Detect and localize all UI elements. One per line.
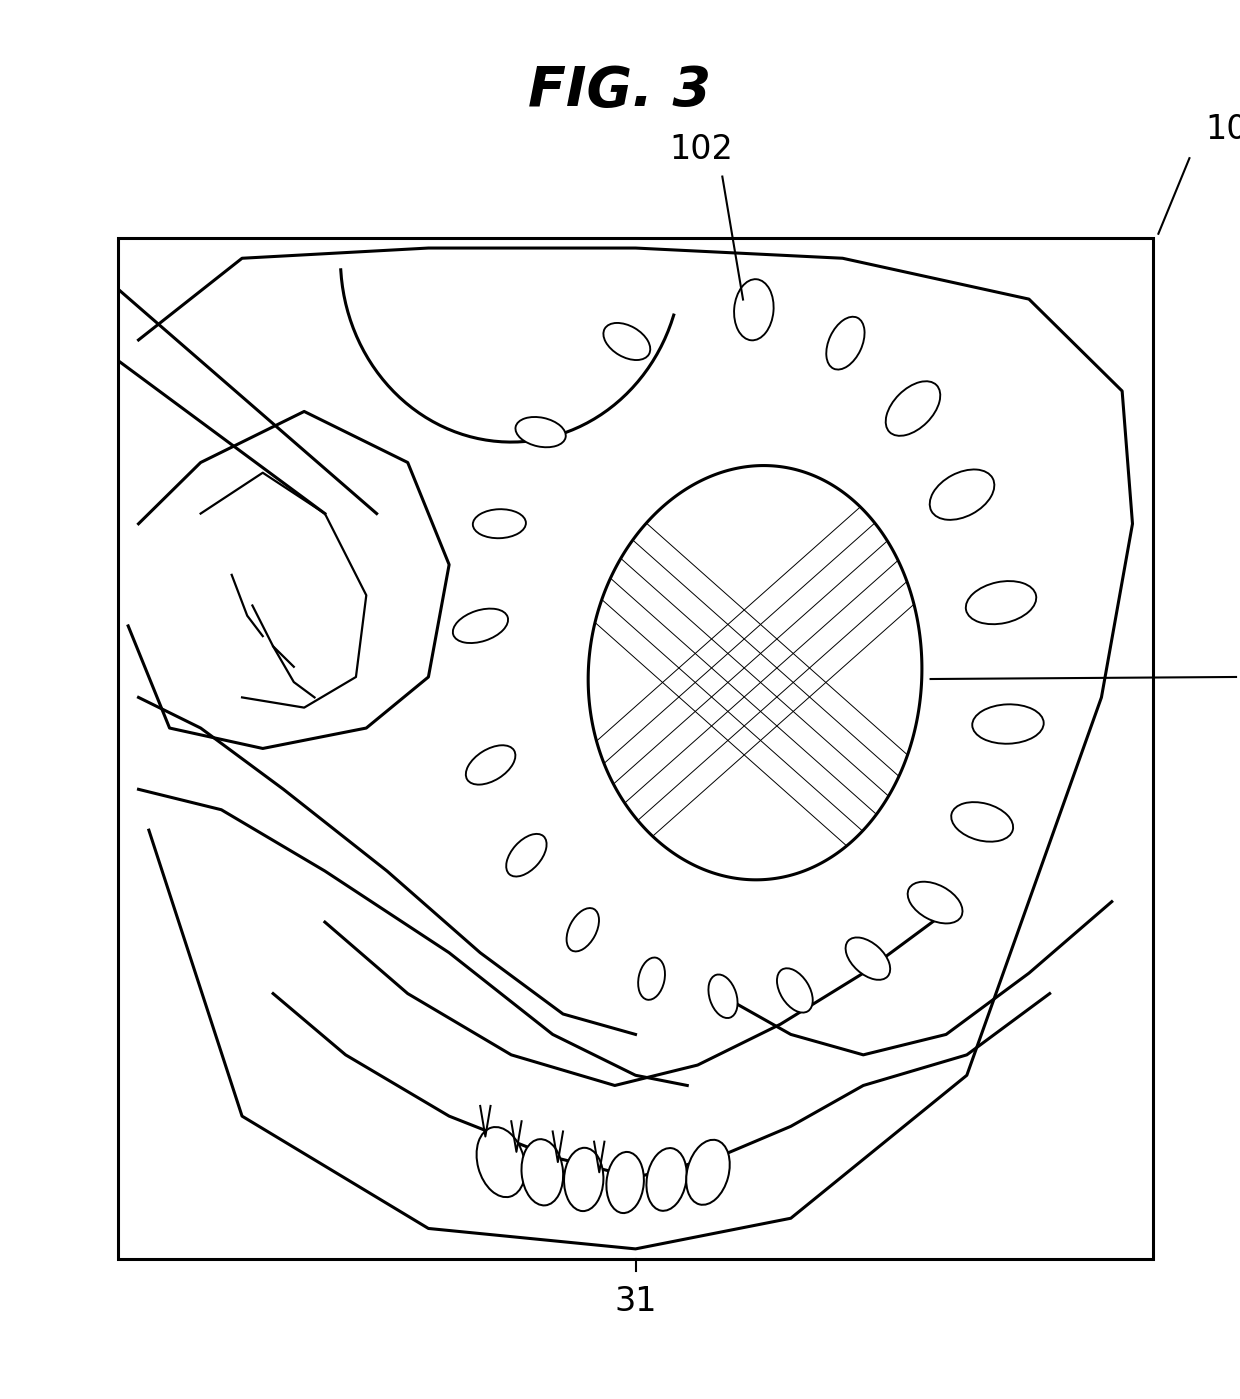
Ellipse shape	[885, 382, 940, 436]
Text: FIG. 3: FIG. 3	[528, 64, 712, 118]
Ellipse shape	[846, 937, 890, 979]
Ellipse shape	[604, 323, 650, 360]
Ellipse shape	[734, 280, 774, 340]
Ellipse shape	[506, 834, 547, 877]
Ellipse shape	[606, 1151, 644, 1213]
Ellipse shape	[567, 908, 599, 951]
Ellipse shape	[646, 1149, 687, 1210]
Text: 100: 100	[1205, 113, 1240, 145]
Polygon shape	[588, 466, 921, 880]
Text: 102: 102	[670, 133, 734, 166]
Ellipse shape	[951, 802, 1013, 842]
Ellipse shape	[966, 581, 1037, 624]
Ellipse shape	[708, 975, 738, 1018]
Ellipse shape	[930, 470, 994, 520]
Ellipse shape	[908, 881, 962, 923]
Text: 31: 31	[614, 1284, 657, 1318]
Ellipse shape	[522, 1139, 563, 1206]
Ellipse shape	[639, 957, 665, 1000]
Ellipse shape	[826, 316, 864, 369]
Ellipse shape	[972, 704, 1044, 744]
Ellipse shape	[777, 968, 812, 1013]
Ellipse shape	[516, 417, 565, 448]
Ellipse shape	[476, 1128, 526, 1198]
Ellipse shape	[472, 509, 526, 539]
Ellipse shape	[564, 1147, 604, 1212]
Bar	[118, 238, 1153, 1259]
Ellipse shape	[453, 609, 508, 644]
Ellipse shape	[686, 1140, 730, 1205]
Ellipse shape	[466, 746, 516, 785]
